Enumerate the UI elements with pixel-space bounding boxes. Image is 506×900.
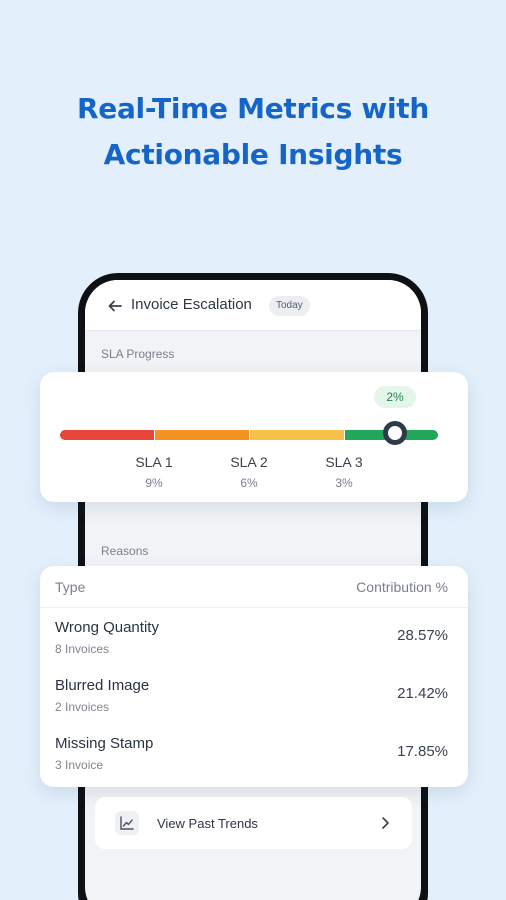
sla-1-label: SLA 1 xyxy=(135,454,173,470)
reasons-table-card: Type Contribution % Wrong Quantity 8 Inv… xyxy=(40,566,468,787)
view-past-trends-button[interactable]: View Past Trends xyxy=(95,797,412,849)
sla-3-value: 3% xyxy=(335,476,353,490)
contribution-value: 17.85% xyxy=(397,743,448,760)
date-filter-badge[interactable]: Today xyxy=(269,296,310,316)
marketing-headline: Real-Time Metrics with Actionable Insigh… xyxy=(0,86,506,178)
sla-divider xyxy=(249,430,250,440)
app-bar: Invoice Escalation Today xyxy=(85,280,421,331)
contribution-value: 28.57% xyxy=(397,627,448,644)
view-past-trends-label: View Past Trends xyxy=(157,816,258,831)
invoice-count: 3 Invoice xyxy=(55,758,104,772)
page-title: Invoice Escalation xyxy=(131,296,252,313)
invoice-count: 2 Invoices xyxy=(55,700,110,714)
sla-1-value: 9% xyxy=(145,476,163,490)
reasons-heading: Reasons xyxy=(101,544,149,558)
table-row[interactable]: Wrong Quantity 8 Invoices 28.57% xyxy=(40,619,468,677)
chevron-right-icon xyxy=(382,817,389,829)
table-row[interactable]: Blurred Image 2 Invoices 21.42% xyxy=(40,677,468,735)
sla-2-label: SLA 2 xyxy=(230,454,268,470)
table-header: Type Contribution % xyxy=(40,566,468,608)
sla-1-segment xyxy=(60,430,154,440)
arrow-left-icon[interactable] xyxy=(107,298,123,314)
column-contribution: Contribution % xyxy=(356,579,448,595)
invoice-count: 8 Invoices xyxy=(55,642,110,656)
progress-marker xyxy=(383,421,407,445)
reason-name: Blurred Image xyxy=(55,677,150,694)
reason-name: Missing Stamp xyxy=(55,735,154,752)
headline-line-2: Actionable Insights xyxy=(103,138,403,171)
sla-divider xyxy=(154,430,155,440)
column-type: Type xyxy=(55,579,86,595)
sla-divider xyxy=(344,430,345,440)
sla-3-segment xyxy=(249,430,344,440)
sla-progress-heading: SLA Progress xyxy=(101,347,175,361)
sla-2-segment xyxy=(154,430,249,440)
current-percent-badge: 2% xyxy=(374,386,416,408)
sla-3-label: SLA 3 xyxy=(325,454,363,470)
contribution-value: 21.42% xyxy=(397,685,448,702)
headline-line-1: Real-Time Metrics with xyxy=(77,92,429,125)
sla-progress-card: 2% SLA 1 9% SLA 2 6% SLA 3 3% xyxy=(40,372,468,502)
trend-chart-icon xyxy=(115,811,139,835)
table-row[interactable]: Missing Stamp 3 Invoice 17.85% xyxy=(40,735,468,793)
reason-name: Wrong Quantity xyxy=(55,619,159,636)
sla-2-value: 6% xyxy=(240,476,258,490)
